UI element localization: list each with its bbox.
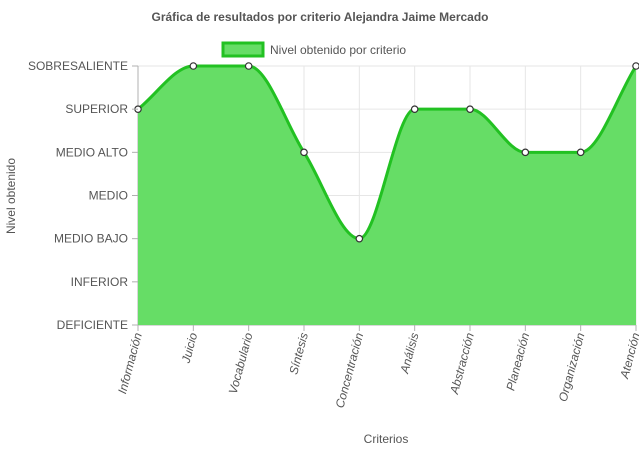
data-point[interactable] — [632, 62, 639, 70]
x-tick-label: Síntesis — [286, 331, 311, 376]
legend-label[interactable]: Nivel obtenido por criterio — [270, 43, 406, 57]
y-tick-label: MEDIO — [89, 189, 128, 203]
y-tick-label: SOBRESALIENTE — [28, 59, 128, 73]
x-tick-label: Vocabulario — [226, 331, 256, 396]
x-tick-label: Juicio — [179, 331, 201, 366]
chart-title: Gráfica de resultados por criterio Aleja… — [151, 10, 488, 24]
y-axis-ticks: DEFICIENTE INFERIOR MEDIO BAJO MEDIO MEDIO A… — [28, 59, 138, 332]
y-tick-label: SUPERIOR — [65, 102, 128, 116]
y-tick-label: DEFICIENTE — [57, 318, 128, 332]
x-axis-ticks: Información Juicio Vocabulario Síntesis Conc… — [115, 325, 639, 410]
x-tick-label: Análisis — [397, 331, 421, 376]
data-point[interactable] — [300, 148, 308, 157]
plot-area — [137, 64, 638, 325]
x-axis-title: Criterios — [364, 432, 409, 446]
data-point[interactable] — [355, 234, 364, 243]
y-tick-label: MEDIO BAJO — [54, 232, 128, 246]
series-line — [137, 64, 638, 241]
series-area-fill — [138, 66, 636, 325]
x-tick-label: Atención — [617, 331, 639, 381]
data-point[interactable] — [466, 105, 474, 113]
x-tick-label: Planeación — [503, 331, 532, 392]
data-point[interactable] — [576, 148, 585, 157]
y-tick-label: INFERIOR — [71, 275, 129, 289]
x-tick-label: Abstracción — [447, 331, 477, 396]
data-point[interactable] — [244, 62, 253, 70]
data-point[interactable] — [521, 148, 530, 157]
data-point[interactable] — [189, 62, 198, 70]
data-point[interactable] — [410, 105, 419, 113]
legend[interactable]: Nivel obtenido por criterio — [221, 41, 406, 58]
y-axis-title: Nivel obtenido — [4, 158, 18, 234]
legend-swatch[interactable] — [221, 41, 265, 58]
x-tick-label: Concentración — [333, 331, 367, 410]
x-tick-label: Información — [115, 331, 145, 395]
y-tick-label: MEDIO ALTO — [56, 145, 128, 159]
data-points — [134, 62, 639, 243]
x-tick-label: Organización — [556, 331, 588, 403]
